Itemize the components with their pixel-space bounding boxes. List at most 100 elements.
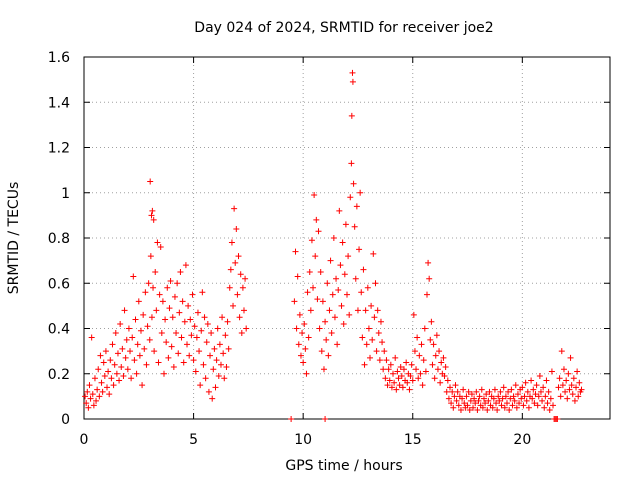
data-point	[139, 382, 146, 389]
data-point	[148, 212, 155, 219]
y-tick-label: 0.6	[48, 276, 70, 292]
y-tick-label: 0	[61, 412, 70, 428]
data-point	[395, 375, 402, 382]
data-point	[329, 291, 336, 298]
data-point	[348, 112, 355, 119]
data-point	[511, 397, 518, 404]
plot-frame	[83, 56, 611, 420]
data-point	[510, 393, 517, 400]
data-point	[125, 325, 132, 332]
data-point	[450, 404, 457, 411]
data-point	[107, 357, 114, 364]
data-point	[99, 388, 106, 395]
data-point	[380, 366, 387, 373]
data-point	[202, 375, 209, 382]
data-point	[383, 357, 390, 364]
y-tick-label: 0.4	[48, 322, 70, 338]
data-point	[556, 375, 563, 382]
data-point	[215, 373, 222, 380]
data-point	[240, 307, 247, 314]
data-point	[495, 393, 502, 400]
data-point	[557, 393, 564, 400]
data-point	[194, 309, 201, 316]
data-point	[569, 391, 576, 398]
data-point	[113, 370, 120, 377]
data-point	[533, 382, 540, 389]
data-point	[104, 384, 111, 391]
data-point	[140, 311, 147, 318]
data-point	[534, 402, 541, 409]
data-point	[201, 314, 208, 321]
data-point	[571, 397, 578, 404]
data-point	[387, 361, 394, 368]
data-point	[147, 253, 154, 260]
data-point	[133, 370, 140, 377]
data-point	[550, 402, 557, 409]
data-point	[292, 248, 299, 255]
data-point	[162, 316, 169, 323]
data-point	[174, 280, 181, 287]
data-point	[565, 370, 572, 377]
data-point	[558, 348, 565, 355]
data-point	[118, 363, 125, 370]
data-point	[295, 341, 302, 348]
data-point	[158, 330, 165, 337]
data-point	[388, 384, 395, 391]
data-point	[427, 336, 434, 343]
data-point	[130, 273, 137, 280]
data-point	[370, 250, 377, 257]
data-point	[451, 393, 458, 400]
data-point	[454, 388, 461, 395]
data-point	[554, 416, 561, 422]
data-point	[199, 289, 206, 296]
data-point	[318, 348, 325, 355]
data-point	[302, 345, 309, 352]
data-point	[459, 395, 466, 402]
data-point	[211, 345, 218, 352]
data-point	[485, 397, 492, 404]
data-point	[400, 366, 407, 373]
data-point	[149, 207, 156, 214]
data-point	[431, 375, 438, 382]
data-point	[399, 384, 406, 391]
data-point	[226, 284, 233, 291]
data-point	[203, 339, 210, 346]
data-point	[166, 305, 173, 312]
data-point	[182, 262, 189, 269]
data-point	[310, 284, 317, 291]
data-point	[98, 379, 105, 386]
data-point	[234, 291, 241, 298]
data-point	[341, 271, 348, 278]
data-point	[460, 386, 467, 393]
data-point	[416, 352, 423, 359]
data-point	[231, 205, 238, 212]
data-point	[301, 320, 308, 327]
data-point	[296, 311, 303, 318]
data-point	[420, 357, 427, 364]
data-point	[132, 316, 139, 323]
data-point	[514, 391, 521, 398]
data-point	[102, 348, 109, 355]
data-point	[221, 375, 228, 382]
data-point	[497, 388, 504, 395]
data-point	[181, 318, 188, 325]
x-axis-label: GPS time / hours	[285, 458, 402, 474]
data-point	[568, 382, 575, 389]
data-point	[573, 384, 580, 391]
data-point	[505, 388, 512, 395]
data-point	[455, 402, 462, 409]
data-point	[448, 400, 455, 407]
data-point	[178, 334, 185, 341]
y-tick-label: 0.2	[48, 367, 70, 383]
y-tick-label: 1.2	[48, 141, 70, 157]
data-point	[311, 192, 318, 199]
x-tick-label: 15	[404, 432, 422, 448]
data-point	[334, 341, 341, 348]
data-point	[85, 404, 92, 411]
data-point	[397, 363, 404, 370]
data-point	[233, 225, 240, 232]
data-point	[358, 289, 365, 296]
data-point	[555, 384, 562, 391]
data-point	[423, 291, 430, 298]
